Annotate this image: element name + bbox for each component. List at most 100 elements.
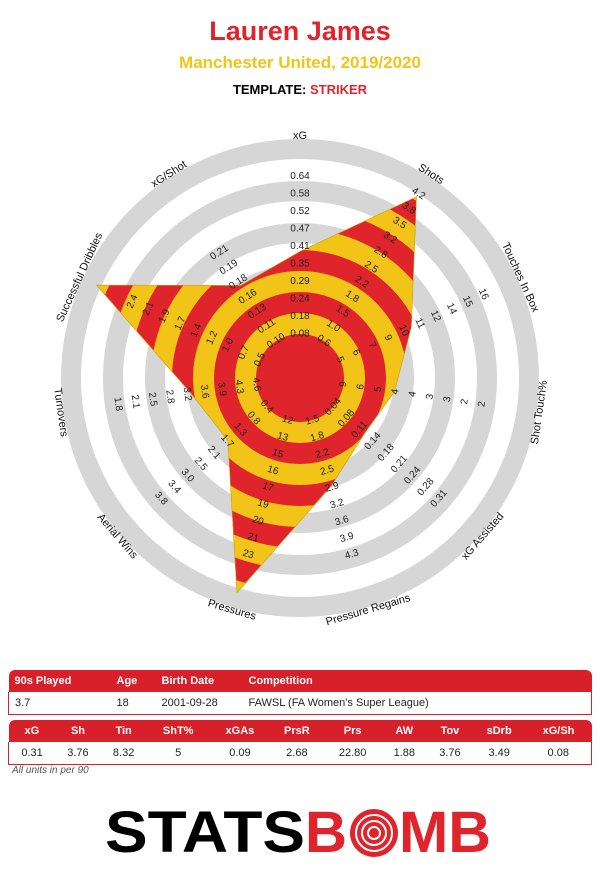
- logo-text-mb: MB: [399, 800, 491, 864]
- axis-tick-label: 9: [381, 333, 393, 343]
- axis-tick-label: 0.29: [290, 276, 310, 287]
- axis-tick-label: 0.24: [290, 294, 310, 305]
- info-header-age: Age: [110, 670, 156, 692]
- axis-tick-label: 12: [428, 309, 443, 324]
- axis-tick-label: 4: [407, 390, 419, 398]
- statsbomb-logo: STATS B MB: [105, 800, 491, 864]
- axis-label: xG: [293, 130, 307, 142]
- axis-tick-label: 0.64: [290, 171, 310, 182]
- axis-tick-label: 0.47: [290, 224, 310, 235]
- axis-tick-label: 3: [425, 393, 437, 401]
- grid-ring-2: [103, 181, 497, 575]
- axis-tick-label: 2.8: [163, 389, 176, 405]
- axis-tick-label: 20: [251, 514, 265, 528]
- axis-tick-label: 2.1: [141, 300, 157, 318]
- stats-header-tov: Tov: [427, 720, 473, 742]
- axis-tick-label: 4.3: [233, 379, 246, 395]
- stats-value-prs: 22.80: [323, 742, 382, 765]
- axis-tick-label: 1.5: [304, 413, 321, 428]
- info-header-90s: 90s Played: [8, 670, 111, 692]
- axis-tick-label: 14: [444, 301, 459, 316]
- axis-tick-label: 2: [476, 400, 488, 408]
- stats-value-aw: 1.88: [381, 742, 428, 765]
- logo-text-b: B: [305, 800, 347, 864]
- info-value-age: 18: [110, 692, 156, 715]
- axis-tick-label: 19: [256, 497, 270, 511]
- axis-tick-label: 2.2: [314, 447, 331, 462]
- stats-header-xgas: xGAs: [209, 720, 270, 742]
- target-o-icon: [350, 809, 398, 857]
- stats-value-xgas: 0.09: [209, 742, 270, 765]
- axis-tick-label: 3.2: [329, 497, 346, 512]
- team-season: Manchester United, 2019/2020: [179, 53, 421, 72]
- axis-tick-label: 0.08: [290, 329, 310, 340]
- player-name: Lauren James: [209, 16, 391, 46]
- axis-tick-label: 10: [396, 323, 411, 338]
- axis-tick-label: 2.5: [319, 463, 336, 478]
- units-footnote: All units in per 90: [12, 765, 89, 776]
- axis-tick-label: 2.5: [146, 392, 159, 408]
- template-line: TEMPLATE: STRIKER: [0, 82, 600, 97]
- axis-tick-label: 21: [246, 531, 260, 545]
- axis-tick-label: 3.6: [334, 514, 351, 529]
- axis-tick-label: 5: [373, 385, 385, 393]
- axis-tick-label: 12: [281, 414, 295, 428]
- logo-text-stats: STATS: [105, 800, 305, 864]
- template-value: STRIKER: [309, 82, 368, 97]
- axis-tick-label: 0.35: [290, 259, 310, 270]
- axis-tick-label: 2: [459, 398, 471, 406]
- axis-tick-label: 3.2: [181, 387, 194, 403]
- axis-tick-label: 0.52: [290, 206, 310, 217]
- radar-chart: 0.080.180.240.290.350.410.470.520.580.64…: [51, 130, 550, 628]
- stats-value-xg: 0.31: [8, 742, 56, 765]
- stats-header-tin: Tin: [100, 720, 147, 742]
- axis-tick-label: 0.41: [290, 241, 310, 252]
- stats-header-prsr: PrsR: [269, 720, 324, 742]
- grid-ring-3: [61, 139, 539, 617]
- stats-header-xg: xG: [8, 720, 56, 742]
- stats-header-xgsh: xG/Sh: [525, 720, 592, 742]
- axis-tick-label: 0.7: [236, 344, 252, 362]
- axis-tick-label: 3.6: [198, 384, 211, 400]
- stats-header-prs: Prs: [323, 720, 382, 742]
- axis-tick-label: 15: [460, 294, 475, 309]
- stats-value-xgsh: 0.08: [525, 742, 592, 765]
- stats-value-sh: 3.76: [55, 742, 101, 765]
- axis-tick-label: 4.6: [250, 377, 263, 393]
- radar-outline: [95, 196, 417, 594]
- axis-tick-label: 3: [442, 395, 454, 403]
- stats-value-sdrb: 3.49: [472, 742, 526, 765]
- stats-header-sdrb: sDrb: [472, 720, 526, 742]
- stats-value-prsr: 2.68: [269, 742, 324, 765]
- axis-tick-label: 13: [276, 430, 290, 444]
- stats-value-tov: 3.76: [427, 742, 473, 765]
- axis-tick-label: 0.58: [290, 189, 310, 200]
- axis-tick-label: 1.9: [157, 307, 173, 325]
- info-value-90s: 3.7: [8, 692, 111, 715]
- axis-tick-label: 0.18: [290, 311, 310, 322]
- stats-header-sh: Sh: [55, 720, 101, 742]
- axis-tick-label: 6: [350, 348, 362, 358]
- axis-tick-label: 4: [390, 388, 402, 396]
- axis-tick-label: 23: [241, 548, 255, 562]
- axis-tick-label: 3.9: [215, 382, 228, 398]
- axis-tick-label: 2.4: [125, 293, 141, 311]
- axis-tick-label: 3.9: [339, 531, 356, 546]
- axis-tick-label: 16: [476, 287, 491, 302]
- axis-tick-label: 6: [355, 383, 367, 391]
- axis-tick-label: 9: [338, 380, 350, 388]
- grid-ring-1: [145, 223, 455, 533]
- axis-tick-label: 5: [334, 355, 346, 365]
- axis-tick-label: 17: [261, 481, 275, 495]
- stats-table: xG Sh Tin ShT% xGAs PrsR Prs AW Tov sDrb…: [8, 720, 592, 765]
- info-header-competition: Competition: [242, 670, 592, 692]
- info-table: 90s Played Age Birth Date Competition 3.…: [8, 670, 592, 715]
- axis-tick-label: 0.5: [252, 351, 268, 369]
- stats-header-sht: ShT%: [146, 720, 210, 742]
- axis-tick-label: 2.1: [129, 394, 142, 410]
- info-header-birth-date: Birth Date: [155, 670, 243, 692]
- axis-tick-label: 15: [271, 447, 285, 461]
- axis-tick-label: 1.8: [111, 397, 124, 413]
- info-value-competition: FAWSL (FA Women's Super League): [242, 692, 592, 715]
- axis-tick-label: 1.8: [309, 430, 326, 445]
